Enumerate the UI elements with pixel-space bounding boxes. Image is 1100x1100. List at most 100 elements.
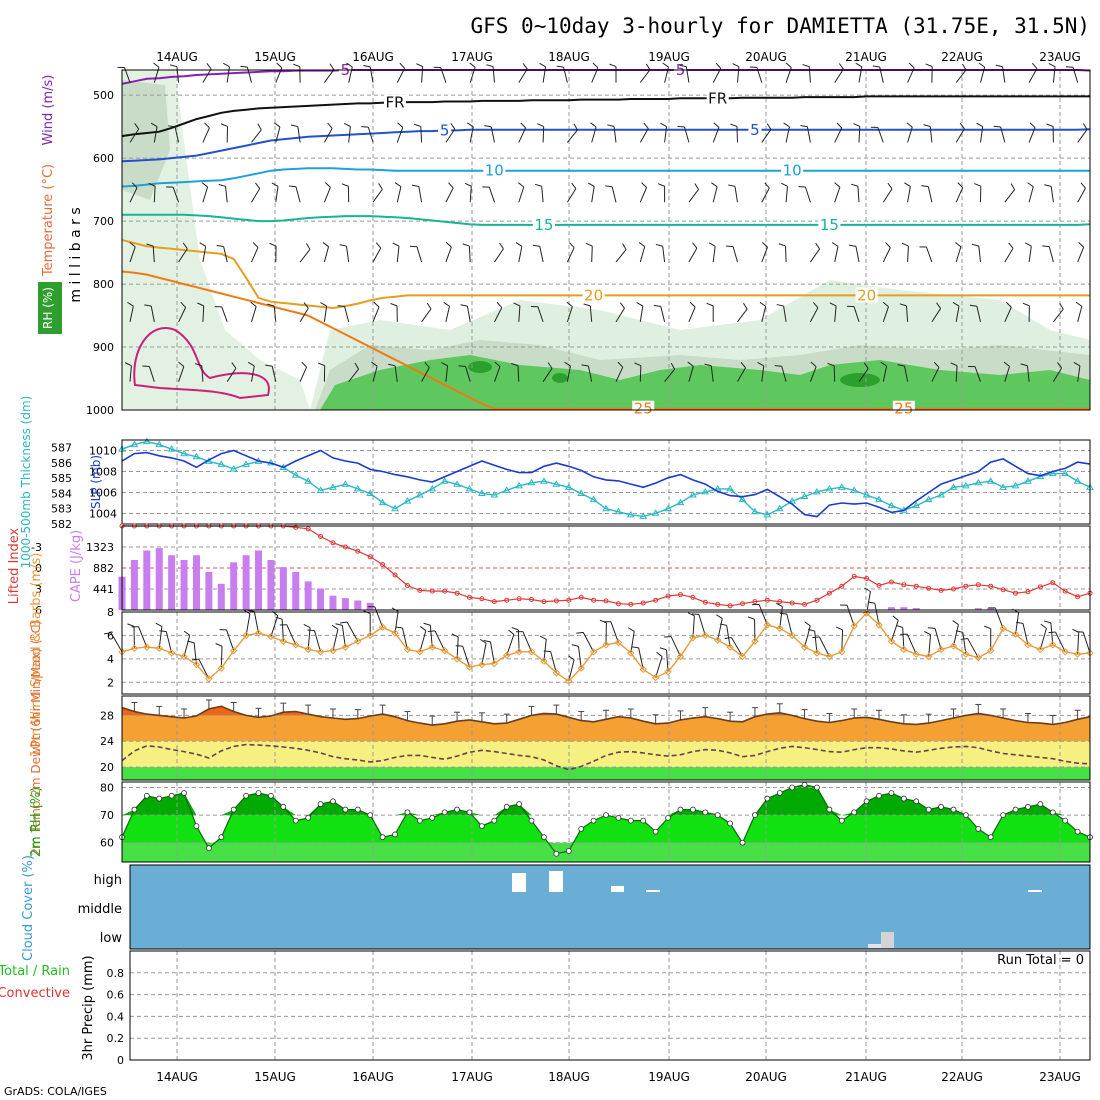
rh-point [900,795,907,802]
wind10-barb [967,638,979,658]
wind10-barb [346,621,359,642]
upper-wind-barb [688,306,696,323]
wind10-point [391,629,399,637]
rh-point [652,828,659,835]
thickness-point [540,477,548,484]
upper-wind-barb [761,129,772,143]
wind10-barb [270,615,279,637]
upper-wind-barb-flag [851,183,859,187]
upper-wind-barb [1000,126,1006,143]
top-date-16aug: 16AUG [352,50,394,64]
wind10-point [478,661,486,669]
isotherm-label: 20 [584,286,603,304]
thickness-point [614,507,623,515]
thickness-point [440,477,449,484]
wind10-barb-flag [275,616,283,620]
upper-wind-barb [251,129,262,143]
lifted-point [1075,594,1081,600]
wind10-barb [158,626,163,649]
thickness-tick-582: 582 [51,518,72,531]
lifted-point [479,596,485,602]
upper-wind-barb [178,307,187,323]
bottom-date-axis: 14AUG 15AUG 16AUG 17AUG 18AUG 19AUG 20AUG 21AUG… [156,1070,1081,1084]
upper-wind-barb-flag [655,243,663,247]
upper-wind-barb [323,128,333,143]
wind10-barb [1015,612,1020,635]
thickness-point [142,437,151,445]
cape-lifted-panel: -3 0 3 6 1323 882 441 Lifted Index CAPE (J/kg) [7,523,1093,617]
rh-point [342,806,349,813]
upper-wind-barb [1050,186,1054,203]
lifted-point [715,601,721,607]
upper-wind-barb-flag [971,243,979,247]
upper-wind-barb-flag [441,362,448,367]
upper-wind-barb-flag [831,242,839,247]
upper-wind-barb [418,186,423,203]
wind10-barb-flag [776,602,783,608]
lifted-point [926,585,932,591]
upper-wind-barb [1077,306,1083,322]
wind10-barb-flag [104,632,112,635]
upper-wind-barb-flag [906,122,913,128]
wind10-barb [489,641,495,664]
upper-wind-barb-flag [194,363,202,367]
isotherm-label-bg [892,400,915,416]
wind10-barb-flag [631,646,639,649]
wind-tick-4: 4 [107,653,114,666]
upper-wind-barb [688,366,694,382]
wind10-barb-flag [747,616,755,620]
rh-point [627,817,634,824]
upper-wind-barb-flag [641,182,647,188]
upper-wind-barb [226,367,237,382]
upper-wind-barb-flag [197,302,204,307]
upper-wind-barb [664,368,676,382]
pressure-tick-900: 900 [93,341,114,354]
rh-point [392,831,398,838]
upper-wind-barb-flag [605,185,613,188]
upper-wind-barb-flag [1075,301,1083,307]
wind10-barb-flag [543,650,551,653]
upper-wind-barb [445,306,450,322]
isotherm-label-bg [532,216,555,232]
upper-wind-barb-flag [838,63,844,70]
upper-wind-barb [539,246,544,263]
upper-wind-barb-flag [1044,184,1052,187]
thickness-point [639,512,648,519]
upper-wind-barb-flag [638,242,646,248]
wind10-point [1061,648,1069,656]
upper-wind-barb-flag [1056,362,1063,369]
thickness-point [155,440,164,448]
upper-wind-barb [785,126,790,143]
cape-bar [155,548,163,610]
wind10-barb [670,636,681,657]
thickness-point [775,504,784,512]
upper-wind-barb-flag [269,242,277,247]
wind10-barb [332,629,339,651]
wind10-point [987,646,995,655]
upper-wind-barb [445,128,456,143]
upper-wind-barb [808,66,811,83]
wind10-barb [841,629,844,652]
cloud-low-bar [868,944,882,948]
upper-wind-barb [518,127,527,143]
wind10-barb [655,656,663,678]
upper-wind-barb-flag [901,242,909,247]
top-date-21aug: 21AUG [845,50,887,64]
wind10-barb [522,631,532,653]
rh-point [863,798,870,805]
upper-wind-barb [809,248,820,263]
thickness-point [192,452,201,460]
cloud-high-bar [549,871,563,892]
wind10-point [378,623,387,631]
upper-wind-barb [809,366,817,382]
upper-wind-barb [201,365,204,382]
upper-wind-barb [129,187,138,203]
upper-wind-barb [494,248,504,263]
rh-point [156,795,163,802]
wind10-point [329,646,337,655]
upper-wind-barb-flag [952,302,960,307]
wind10-point [217,664,225,672]
thickness-point [937,491,945,498]
rh-point [243,792,250,799]
upper-wind-barb [152,246,155,263]
